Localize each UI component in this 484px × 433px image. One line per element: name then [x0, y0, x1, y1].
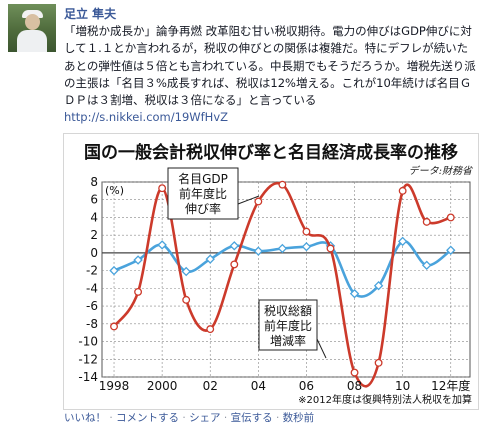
shared-chart-image[interactable]: 国の一般会計税収伸び率と名目経済成長率の推移 データ:財務省 名目GDP 前年度比… — [63, 133, 479, 410]
tax-data-point — [446, 213, 455, 222]
y-tick-label: -8 — [86, 317, 98, 331]
tax-data-point — [350, 368, 359, 377]
tax-data-point — [326, 244, 335, 253]
gdp-data-point — [133, 255, 143, 265]
tax-label-leader — [316, 338, 327, 359]
chart-svg: 国の一般会計税収伸び率と名目経済成長率の推移 データ:財務省 名目GDP前年度比… — [64, 134, 478, 406]
post-text: 「増税か成長か」論争再燃 改革阻む甘い税収期待。電力の伸びはGDP伸びに対して１… — [64, 23, 476, 127]
x-tick-label: 08 — [347, 379, 362, 393]
y-tick-label: -4 — [86, 281, 98, 295]
chart-title: 国の一般会計税収伸び率と名目経済成長率の推移 — [84, 142, 458, 163]
tax-label-line: 増減率 — [270, 333, 306, 348]
gdp-data-point — [301, 241, 312, 252]
gdp-label-line: 名目GDP — [178, 171, 228, 186]
x-tick-label: 12年度 — [431, 378, 470, 393]
separator-dot: · — [182, 412, 186, 424]
y-tick-label: 0 — [90, 246, 98, 260]
gdp-label-box — [167, 167, 239, 220]
gdp-label-line: 前年度比 — [179, 186, 227, 201]
post-body: 「増税か成長か」論争再燃 改革阻む甘い税収期待。電力の伸びはGDP伸びに対して１… — [64, 24, 476, 108]
x-tick-label: 1998 — [99, 379, 130, 393]
gdp-data-point — [446, 245, 456, 255]
gdp-label-leader — [237, 195, 260, 205]
y-tick-label: 4 — [90, 210, 98, 224]
author-name[interactable]: 足立 隼夫 — [64, 7, 117, 21]
share-link[interactable]: シェア — [189, 412, 221, 424]
tax-data-point — [422, 217, 431, 226]
tax-label-line: 前年度比 — [264, 318, 312, 333]
avatar-body — [17, 30, 47, 52]
x-tick-label: 06 — [299, 379, 314, 393]
chart-note: ※2012年度は復興特別法人税収を加算 — [298, 393, 472, 406]
gdp-data-point — [109, 265, 119, 276]
article-link[interactable]: http://s.nikkei.com/19WfHvZ — [64, 110, 229, 125]
avatar-head — [25, 14, 40, 30]
separator-dot: · — [275, 412, 280, 424]
tax-data-point — [230, 260, 239, 269]
tax-data-point — [278, 180, 287, 189]
x-tick-label: 10 — [395, 379, 410, 393]
tax-data-point — [110, 322, 118, 331]
like-link[interactable]: いいね！ — [64, 412, 106, 424]
tax-data-point — [374, 358, 383, 367]
chart-source: データ:財務省 — [409, 165, 473, 177]
x-tick-label: 04 — [251, 379, 266, 393]
gdp-data-point — [277, 243, 288, 254]
tax-data-point — [182, 295, 191, 304]
post-actions: いいね！ · コメントする · シェア · 宣伝する · 数秒前 — [64, 410, 314, 425]
timestamp[interactable]: 数秒前 — [282, 412, 315, 424]
separator-dot: · — [109, 412, 113, 424]
tax-data-point — [206, 325, 215, 334]
tax-label-box — [258, 299, 318, 351]
gdp-data-point — [157, 240, 167, 250]
chart-title-bg — [64, 134, 478, 165]
gdp-data-point — [421, 260, 432, 271]
tax-data-point — [254, 197, 263, 206]
tax-data-point — [302, 227, 311, 236]
gdp-data-point — [181, 266, 191, 277]
tax-data-point — [158, 184, 167, 193]
gdp-data-point — [349, 288, 360, 299]
y-tick-label: 2 — [90, 228, 98, 242]
gdp-data-point — [253, 246, 264, 256]
x-tick-label: 02 — [203, 379, 218, 393]
y-axis-unit: (%) — [105, 184, 124, 197]
author-avatar[interactable] — [8, 4, 56, 52]
y-tick-label: -10 — [78, 335, 98, 349]
separator-dot: · — [223, 412, 228, 424]
x-tick-label: 2000 — [147, 379, 178, 393]
tax-data-point — [134, 287, 143, 296]
y-tick-label: 8 — [90, 175, 98, 189]
gdp-label-line: 伸び率 — [185, 201, 221, 216]
tax-data-point — [398, 186, 407, 195]
y-tick-label: -12 — [78, 352, 98, 366]
y-tick-label: -14 — [78, 370, 98, 384]
y-tick-label: -6 — [86, 299, 98, 313]
y-tick-label: 6 — [90, 193, 98, 207]
promote-link[interactable]: 宣伝する — [230, 412, 273, 424]
comment-link[interactable]: コメントする — [116, 412, 180, 424]
gdp-data-point — [229, 241, 240, 251]
tax-series-line — [112, 182, 452, 388]
tax-label-line: 税収総額 — [264, 304, 312, 318]
y-tick-label: -2 — [86, 264, 98, 278]
gdp-data-point — [397, 236, 408, 247]
gdp-data-point — [205, 254, 215, 264]
gdp-data-point — [373, 280, 384, 291]
